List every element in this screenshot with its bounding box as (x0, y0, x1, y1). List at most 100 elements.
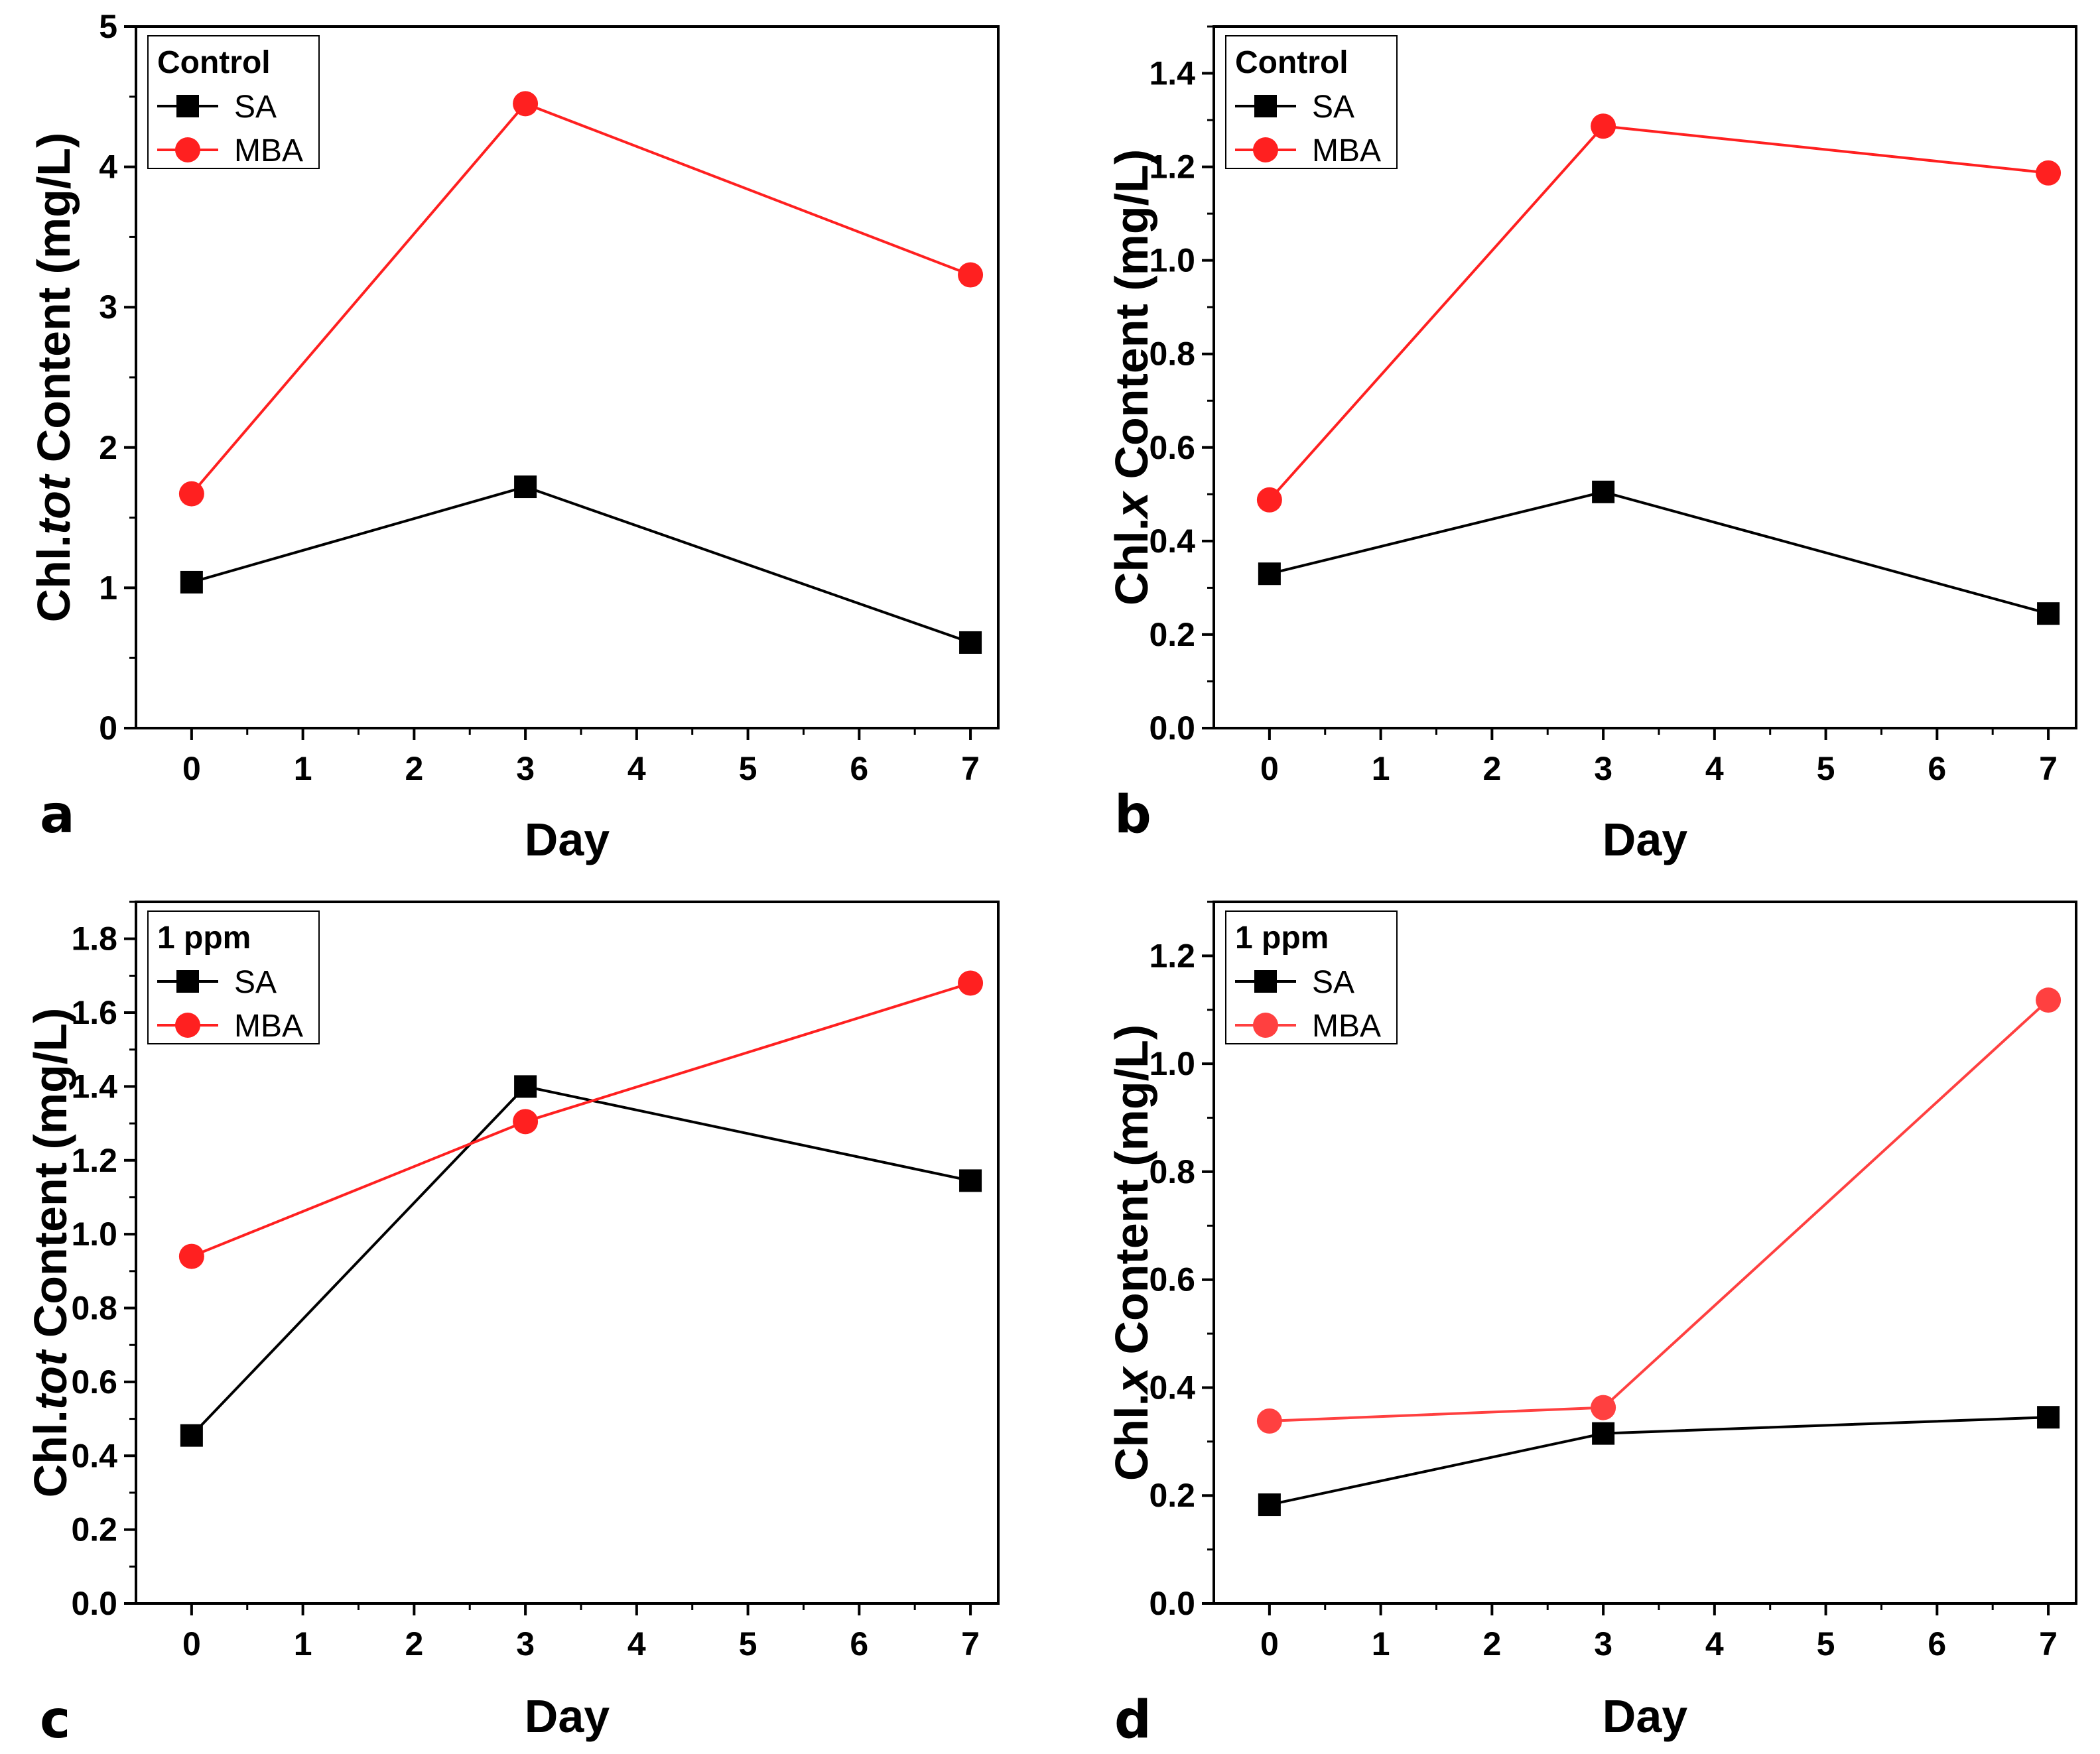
legend: Control SA MBA (147, 35, 320, 169)
x-tick-label: 2 (405, 750, 423, 787)
legend-label-mba: MBA (1312, 133, 1381, 168)
y-tick-label: 5 (99, 8, 117, 45)
x-tick-label: 6 (850, 750, 868, 787)
y-axis-title-italic: tot (28, 473, 80, 534)
panel-label: a (40, 785, 75, 845)
data-point-mba (2036, 987, 2062, 1013)
data-point-mba (1256, 487, 1282, 513)
y-tick-label: 0.0 (71, 1585, 117, 1622)
x-axis-title: Day (525, 814, 610, 865)
data-point-mba (1591, 1395, 1616, 1420)
series-line-sa (1269, 1416, 2049, 1507)
y-axis-title-suffix: Content (mg/L) (25, 1008, 76, 1351)
data-point-mba (1256, 1408, 1282, 1434)
legend-marker-sa (1254, 95, 1277, 117)
legend-label-mba: MBA (1312, 1009, 1381, 1044)
x-tick-label: 3 (1594, 1625, 1612, 1662)
y-tick-label: 0.2 (1149, 1477, 1195, 1514)
x-tick-label: 4 (1705, 1625, 1724, 1662)
y-tick-label: 1.8 (71, 920, 117, 958)
y-tick-label: 1.4 (71, 1068, 117, 1105)
x-tick-label: 5 (739, 1625, 757, 1662)
x-tick-label: 7 (2039, 1625, 2058, 1662)
data-point-sa (959, 631, 982, 654)
x-tick-label: 3 (516, 750, 535, 787)
x-tick-label: 6 (850, 1625, 868, 1662)
x-tick-label: 0 (1260, 1625, 1279, 1662)
x-tick-label: 4 (627, 1625, 646, 1662)
legend-marker-mba (175, 1013, 200, 1038)
y-axis-title-prefix: Chl. (1106, 1393, 1157, 1481)
legend: 1 ppm SA MBA (147, 910, 320, 1044)
y-axis-title-suffix: Content (mg/L) (1106, 1025, 1157, 1367)
y-tick-label: 3 (99, 288, 117, 326)
x-tick-label: 0 (182, 1625, 201, 1662)
y-tick-label: 1.2 (71, 1142, 117, 1179)
y-axis-title-prefix: Chl. (28, 534, 80, 622)
x-tick-label: 1 (1372, 1625, 1390, 1662)
panel-label: d (1114, 1690, 1151, 1750)
x-tick-label: 3 (1594, 750, 1612, 787)
y-tick-label: 1.0 (1149, 1045, 1195, 1082)
x-tick-label: 4 (1705, 750, 1724, 787)
data-point-sa (2037, 1406, 2060, 1429)
y-tick-label: 1.2 (1149, 149, 1195, 186)
y-tick-label: 0.6 (71, 1363, 117, 1401)
y-axis-title-italic: x (1106, 1365, 1157, 1396)
legend-marker-sa (1254, 970, 1277, 993)
legend-label-sa: SA (234, 90, 277, 125)
y-tick-label: 1.4 (1149, 55, 1195, 92)
x-tick-label: 5 (739, 750, 757, 787)
data-point-sa (180, 570, 203, 594)
data-point-mba (958, 262, 984, 288)
legend-label-sa: SA (234, 965, 277, 1000)
legend: 1 ppm SA MBA (1225, 910, 1398, 1044)
y-tick-label: 0.6 (1149, 1261, 1195, 1298)
data-point-sa (1258, 562, 1281, 586)
x-axis-title: Day (1603, 814, 1687, 865)
x-tick-label: 2 (1482, 1625, 1501, 1662)
data-point-mba (958, 970, 984, 996)
x-axis-title: Day (1603, 1690, 1687, 1742)
data-point-mba (513, 1109, 539, 1135)
data-point-sa (514, 1075, 537, 1098)
series-line-sa (190, 1085, 971, 1437)
panel-d: 0 1 2 3 4 5 6 7 0.0 0.2 0.4 0.6 0.8 1.0 1.2 Day Chl.x Co… (1106, 901, 2077, 1750)
legend-label-mba: MBA (234, 133, 303, 168)
legend-title: Control (157, 45, 271, 80)
series-line-mba (1268, 125, 2049, 501)
y-tick-label: 0.6 (1149, 429, 1195, 466)
panel-label: c (40, 1690, 70, 1750)
data-point-sa (180, 1424, 203, 1447)
plot-frame (135, 901, 1000, 1605)
legend-marker-mba (175, 137, 200, 162)
y-tick-label: 0.4 (71, 1437, 117, 1474)
series-line-mba (1269, 999, 2050, 1422)
x-tick-label: 7 (2039, 750, 2058, 787)
legend-label-sa: SA (1312, 965, 1354, 1000)
y-axis-title-italic: tot (25, 1349, 76, 1410)
x-tick-label: 1 (1372, 750, 1390, 787)
legend-marker-sa (176, 95, 199, 117)
data-point-sa (1592, 1422, 1615, 1445)
y-axis-title-prefix: Chl. (25, 1410, 76, 1497)
panel-b: 0 1 2 3 4 5 6 7 0.0 0.2 0.4 0.6 0.8 1.0 1.2 1.4 Day Chl.x… (1106, 25, 2077, 865)
legend-label-mba: MBA (234, 1009, 303, 1044)
legend-marker-mba (1253, 137, 1278, 162)
x-tick-label: 5 (1817, 750, 1835, 787)
x-tick-label: 2 (1482, 750, 1501, 787)
panel-c: 0 1 2 3 4 5 6 7 0.0 0.2 0.4 0.6 0.8 1.0 1.2 1.4 1.6 1.8 Da… (25, 901, 1000, 1750)
y-tick-label: 0.8 (71, 1290, 117, 1327)
data-point-mba (2036, 160, 2062, 186)
x-axis-title: Day (525, 1690, 610, 1742)
y-axis-title-prefix: Chl. (1106, 518, 1157, 605)
series-line-sa (191, 485, 971, 644)
y-tick-label: 0.2 (1149, 616, 1195, 653)
y-tick-label: 1.2 (1149, 937, 1195, 974)
x-tick-label: 6 (1928, 1625, 1946, 1662)
plot-frame (1213, 901, 2077, 1605)
x-tick-label: 6 (1928, 750, 1946, 787)
y-tick-label: 0.8 (1149, 1153, 1195, 1190)
